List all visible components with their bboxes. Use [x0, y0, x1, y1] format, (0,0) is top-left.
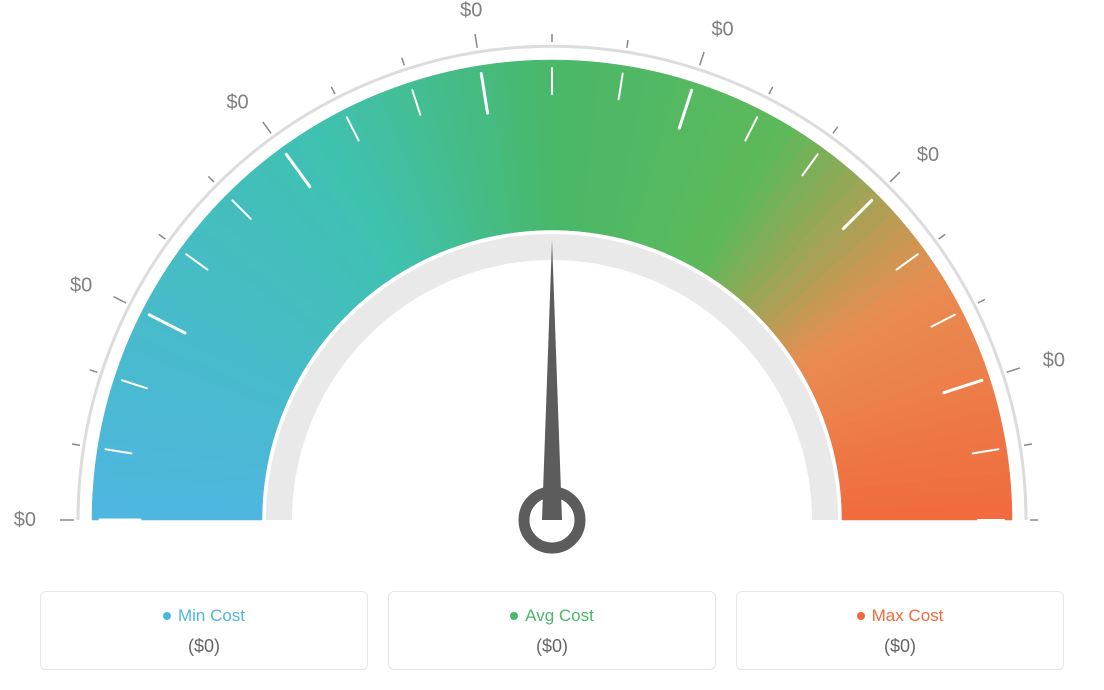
- dot-icon: [857, 612, 865, 620]
- legend-box-avg: Avg Cost ($0): [388, 591, 716, 670]
- legend-value-max: ($0): [747, 636, 1053, 657]
- legend-row: Min Cost ($0) Avg Cost ($0) Max Cost ($0…: [40, 591, 1064, 670]
- legend-label-avg: Avg Cost: [510, 606, 594, 626]
- legend-value-avg: ($0): [399, 636, 705, 657]
- cost-gauge-widget: $0 $0 $0 $0 $0 $0 $0 Min Cost ($0) Avg Cost ($…: [0, 0, 1104, 690]
- legend-label-max: Max Cost: [857, 606, 944, 626]
- legend-box-max: Max Cost ($0): [736, 591, 1064, 670]
- gauge-chart: $0 $0 $0 $0 $0 $0 $0: [0, 0, 1104, 560]
- svg-text:$0: $0: [917, 144, 939, 166]
- legend-label-min: Min Cost: [163, 606, 245, 626]
- svg-text:$0: $0: [226, 92, 248, 114]
- svg-text:$0: $0: [460, 0, 482, 21]
- legend-label-text: Avg Cost: [525, 606, 594, 626]
- dot-icon: [510, 612, 518, 620]
- legend-box-min: Min Cost ($0): [40, 591, 368, 670]
- dot-icon: [163, 612, 171, 620]
- legend-label-text: Min Cost: [178, 606, 245, 626]
- svg-text:$0: $0: [70, 275, 92, 297]
- svg-text:$0: $0: [1043, 350, 1065, 372]
- svg-text:$0: $0: [711, 18, 733, 40]
- legend-value-min: ($0): [51, 636, 357, 657]
- legend-label-text: Max Cost: [872, 606, 944, 626]
- svg-text:$0: $0: [14, 509, 36, 531]
